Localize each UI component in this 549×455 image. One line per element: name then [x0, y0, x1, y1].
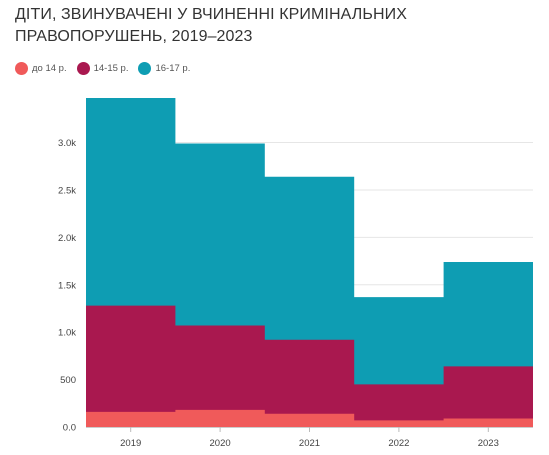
chart-title: ДІТИ, ЗВИНУВАЧЕНІ У ВЧИНЕННІ КРИМІНАЛЬНИ…	[15, 4, 535, 48]
legend-item-16-17[interactable]: 16-17 р.	[138, 62, 190, 75]
legend-label-16-17: 16-17 р.	[155, 63, 191, 74]
series-area-1	[86, 305, 533, 427]
x-tick-label-4: 2023	[478, 438, 499, 449]
y-tick-label-6: 3.0k	[58, 138, 76, 149]
x-tick-label-3: 2022	[388, 438, 409, 449]
legend-swatch-16-17	[138, 62, 152, 75]
y-tick-label-5: 2.5k	[58, 185, 76, 196]
legend-swatch-14-15	[76, 62, 90, 75]
y-tick-label-0: 0.0	[63, 423, 76, 434]
legend-item-14-15[interactable]: 14-15 р.	[76, 62, 129, 75]
chart-legend: до 14 р. 14-15 р. 16-17 р.	[15, 62, 190, 75]
y-tick-label-2: 1.0k	[58, 328, 76, 339]
x-tick-label-0: 2019	[120, 438, 141, 449]
x-tick-label-1: 2020	[210, 438, 231, 449]
x-tick-label-2: 2021	[299, 438, 320, 449]
chart-title-line-1: ДІТИ, ЗВИНУВАЧЕНІ У ВЧИНЕННІ КРИМІНАЛЬНИ…	[15, 6, 407, 23]
y-tick-label-1: 500	[60, 375, 76, 386]
y-tick-label-4: 2.0k	[58, 233, 76, 244]
legend-swatch-under-14	[15, 62, 28, 75]
legend-label-under-14: до 14 р.	[32, 63, 67, 74]
series-area-0	[86, 409, 533, 427]
y-tick-label-3: 1.5k	[58, 280, 76, 291]
chart-title-line-2: ПРАВОПОРУШЕНЬ, 2019–2023	[15, 28, 253, 45]
legend-item-under-14[interactable]: до 14 р.	[15, 62, 67, 75]
legend-label-14-15: 14-15 р.	[93, 63, 129, 74]
